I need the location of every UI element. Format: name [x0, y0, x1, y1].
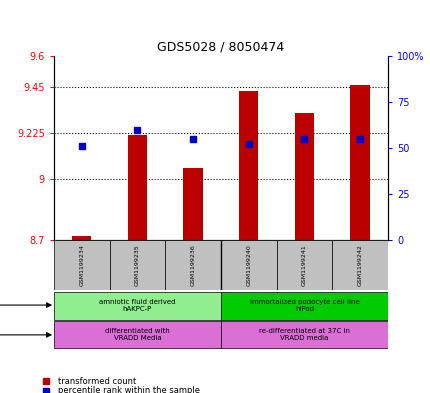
Text: growth protocol: growth protocol: [0, 331, 51, 340]
Text: differentiated with
VRADD Media: differentiated with VRADD Media: [105, 329, 169, 342]
Text: GSM1199236: GSM1199236: [190, 244, 195, 286]
Text: GSM1199235: GSM1199235: [135, 244, 140, 286]
Bar: [109, 240, 165, 290]
Bar: [238, 91, 258, 240]
Bar: [221, 240, 276, 290]
Bar: [72, 236, 91, 240]
Text: GSM1199242: GSM1199242: [357, 244, 362, 286]
Text: GSM1199234: GSM1199234: [79, 244, 84, 286]
Bar: [54, 321, 221, 348]
Bar: [165, 240, 220, 290]
Text: GSM1199240: GSM1199240: [246, 244, 251, 286]
Text: GSM1199241: GSM1199241: [301, 244, 306, 286]
Text: amniotic fluid derived
hAKPC-P: amniotic fluid derived hAKPC-P: [99, 299, 175, 312]
Bar: [332, 240, 387, 290]
Bar: [54, 292, 221, 320]
Text: GDS5028 / 8050474: GDS5028 / 8050474: [157, 40, 284, 53]
Bar: [294, 114, 313, 240]
Bar: [127, 135, 147, 240]
Bar: [276, 240, 332, 290]
Text: cell line: cell line: [0, 301, 51, 310]
Text: transformed count: transformed count: [58, 377, 136, 386]
Bar: [221, 321, 387, 348]
Bar: [221, 292, 387, 320]
Bar: [54, 240, 109, 290]
Bar: [350, 85, 369, 240]
Text: immortalized podocyte cell line
hIPod: immortalized podocyte cell line hIPod: [249, 299, 359, 312]
Text: re-differentiated at 37C in
VRADD media: re-differentiated at 37C in VRADD media: [258, 329, 349, 342]
Bar: [183, 169, 203, 240]
Text: percentile rank within the sample: percentile rank within the sample: [58, 386, 199, 393]
